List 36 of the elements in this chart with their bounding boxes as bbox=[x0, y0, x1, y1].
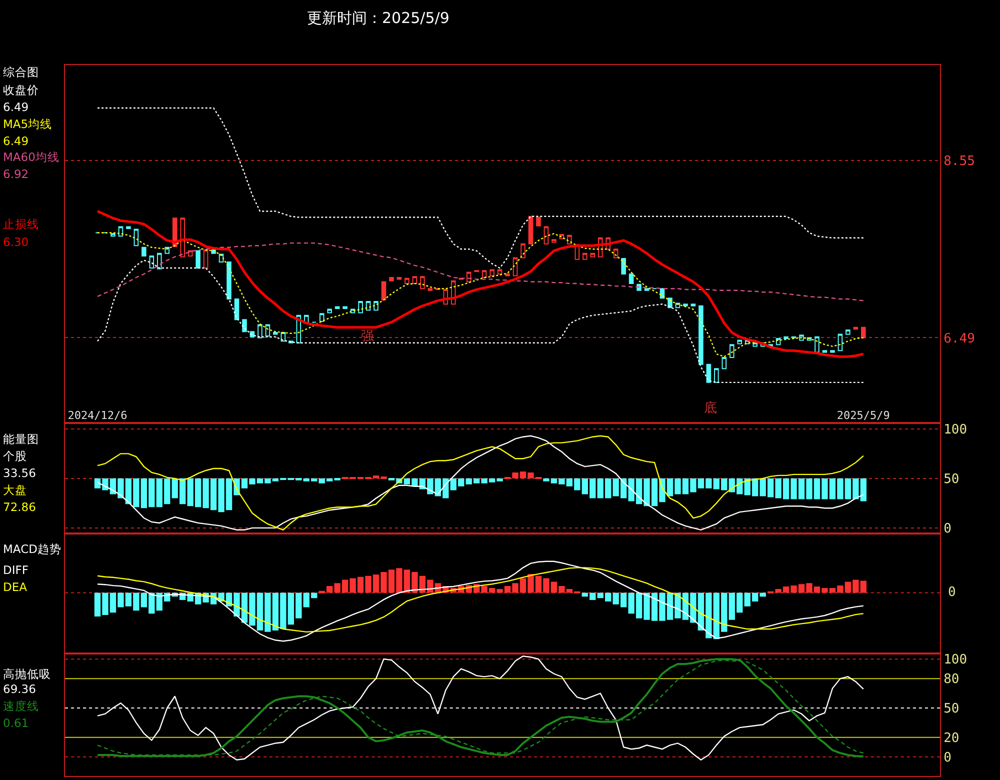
text: DEA bbox=[3, 580, 28, 594]
y-tick-label: 50 bbox=[944, 702, 960, 717]
text: 69.36 bbox=[3, 682, 36, 696]
text: 6.30 bbox=[3, 235, 29, 249]
text: 能量图 bbox=[3, 432, 39, 446]
text: MA60均线 bbox=[3, 150, 60, 164]
y-tick-label: 100 bbox=[944, 652, 968, 668]
text: 个股 bbox=[3, 449, 27, 463]
y-tick-label: 80 bbox=[944, 672, 960, 688]
chart-title: 综合图 bbox=[3, 65, 39, 79]
text: 6.92 bbox=[3, 167, 29, 181]
y-tick-label: 100 bbox=[944, 422, 968, 438]
y-tick-label: 8.55 bbox=[944, 154, 975, 170]
y-tick-label: 20 bbox=[944, 730, 960, 746]
text: 6.49 bbox=[3, 134, 29, 148]
text: 高抛低吸 bbox=[3, 667, 51, 681]
y-tick-label: 0 bbox=[944, 521, 952, 536]
annotation: 底 bbox=[704, 401, 717, 416]
x-tick-label: 2025/5/9 bbox=[836, 408, 890, 422]
text: MA5均线 bbox=[3, 117, 52, 131]
chart-title: MACD趋势 bbox=[3, 542, 62, 556]
text: 33.56 bbox=[3, 466, 36, 480]
y-tick-label: 50 bbox=[944, 472, 960, 487]
text: DIFF bbox=[3, 563, 28, 577]
text: 0.61 bbox=[3, 716, 29, 730]
y-tick-label: 0 bbox=[944, 750, 952, 766]
annotation: 强 bbox=[361, 329, 374, 344]
text: 大盘 bbox=[3, 483, 27, 497]
text: 72.86 bbox=[3, 500, 36, 514]
chart-subtitle: 更新时间：2025/5/9 bbox=[307, 9, 450, 27]
text: 收盘价 bbox=[3, 83, 39, 97]
text: 6.49 bbox=[3, 100, 29, 114]
text: 速度线 bbox=[3, 699, 39, 713]
text: 止损线 bbox=[3, 217, 39, 231]
x-tick-label: 2024/12/6 bbox=[68, 408, 128, 422]
y-tick-label: 6.49 bbox=[944, 331, 975, 346]
